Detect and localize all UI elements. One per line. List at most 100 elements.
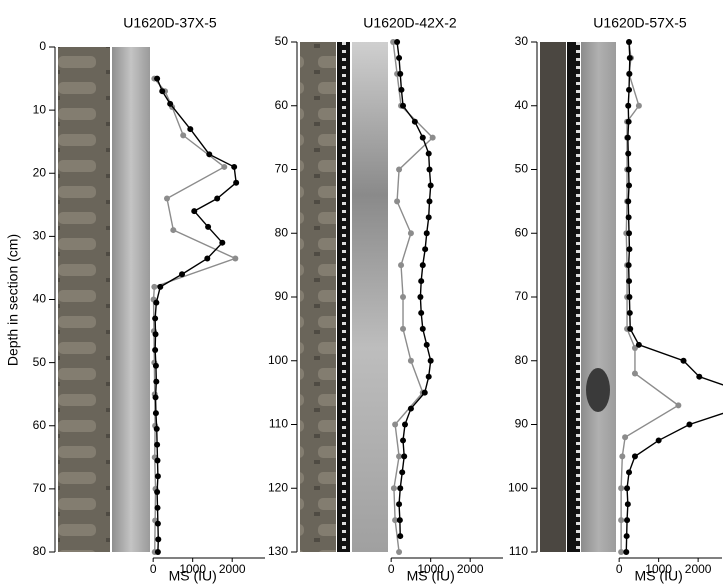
- x-tick-label: 0: [388, 562, 395, 576]
- x-tick-label: 1000: [179, 562, 206, 576]
- core-photo: [58, 47, 110, 552]
- ms-point: [625, 262, 632, 269]
- ms-point: [154, 549, 161, 555]
- ms-line: [152, 78, 238, 553]
- ms-point: [154, 520, 161, 527]
- core-photo: [352, 42, 388, 552]
- ms-point: [394, 39, 401, 45]
- ms-point: [626, 278, 633, 285]
- ms-point: [153, 299, 160, 306]
- ms-point: [407, 357, 414, 364]
- ms-point: [152, 410, 159, 417]
- ms-point: [427, 182, 434, 189]
- ms-point: [626, 54, 633, 61]
- ms-point: [407, 405, 414, 412]
- ms-point: [422, 246, 429, 253]
- ms-point: [626, 294, 633, 300]
- ms-point: [400, 437, 407, 444]
- ms-point: [429, 134, 436, 141]
- y-tick-label: 90: [275, 289, 289, 303]
- ms-point: [163, 195, 170, 202]
- ms-point: [419, 262, 426, 269]
- y-tick-label: 110: [269, 417, 288, 431]
- core-photo: [567, 42, 580, 552]
- y-tick-label: 100: [508, 480, 528, 494]
- ms-point: [154, 473, 161, 480]
- ms-point: [154, 441, 161, 448]
- ms-point: [618, 549, 625, 555]
- plot-area: [390, 39, 436, 555]
- ms-point: [626, 86, 633, 93]
- ms-point: [167, 100, 174, 107]
- ms-point: [624, 485, 631, 492]
- y-tick-label: 70: [515, 289, 529, 303]
- ms-point: [631, 370, 638, 377]
- ms-point: [219, 239, 226, 246]
- ms-point: [187, 126, 194, 133]
- x-axis-title: MS (IU): [635, 568, 683, 584]
- ms-point: [423, 230, 430, 237]
- ms-point: [154, 504, 161, 511]
- ms-point: [400, 102, 407, 109]
- y-tick-label: 60: [33, 418, 47, 432]
- ms-point: [625, 102, 632, 109]
- ms-point: [411, 118, 418, 125]
- y-tick-label: 30: [33, 229, 47, 243]
- y-tick-label: 40: [515, 98, 529, 112]
- y-tick-label: 100: [268, 353, 288, 367]
- ms-point: [401, 453, 408, 460]
- x-tick-label: 2000: [685, 562, 712, 576]
- ms-point: [623, 549, 630, 555]
- ms-point: [696, 373, 703, 380]
- x-axis-title: MS (IU): [407, 568, 455, 584]
- chart-title: U1620D-37X-5: [123, 15, 217, 31]
- x-tick-label: 0: [150, 562, 157, 576]
- ms-point: [419, 325, 426, 332]
- ms-line: [154, 78, 237, 553]
- ms-point: [394, 198, 401, 205]
- ms-point: [152, 315, 159, 322]
- ms-point: [625, 118, 632, 125]
- ms-point: [221, 163, 228, 170]
- core-photo: [337, 42, 350, 552]
- ms-point: [619, 453, 626, 460]
- ms-point: [231, 163, 238, 170]
- ms-point: [655, 437, 662, 444]
- ms-point: [427, 357, 434, 364]
- x-tick-label: 2000: [219, 562, 246, 576]
- ms-point: [396, 54, 403, 61]
- y-tick-label: 50: [515, 162, 529, 176]
- y-tick-label: 120: [268, 480, 288, 494]
- ms-point: [623, 533, 630, 540]
- core-photo: [540, 42, 566, 552]
- y-tick-label: 20: [33, 165, 47, 179]
- ms-point: [392, 421, 399, 428]
- ms-point: [180, 132, 187, 139]
- ms-point: [232, 255, 239, 262]
- ms-point: [426, 166, 433, 173]
- ms-point: [425, 373, 432, 380]
- ms-point: [626, 469, 633, 476]
- ms-point: [399, 469, 406, 476]
- ms-point: [154, 457, 161, 464]
- core-images: [58, 42, 616, 552]
- ms-point: [626, 309, 633, 316]
- ms-point: [398, 86, 405, 93]
- ms-point: [191, 208, 198, 215]
- ms-point: [400, 325, 407, 332]
- ms-point: [418, 309, 425, 316]
- ms-point: [626, 230, 633, 237]
- ms-point: [155, 536, 162, 543]
- chart-title: U1620D-57X-5: [593, 15, 687, 31]
- y-tick-label: 60: [275, 98, 289, 112]
- plot-area: [150, 75, 240, 555]
- y-tick-label: 90: [515, 417, 529, 431]
- ms-point: [426, 198, 433, 205]
- ms-point: [626, 246, 633, 253]
- y-tick-label: 10: [33, 102, 47, 116]
- ms-point: [421, 389, 428, 396]
- ms-point: [417, 294, 424, 300]
- ms-point: [624, 517, 631, 524]
- ms-point: [419, 134, 426, 141]
